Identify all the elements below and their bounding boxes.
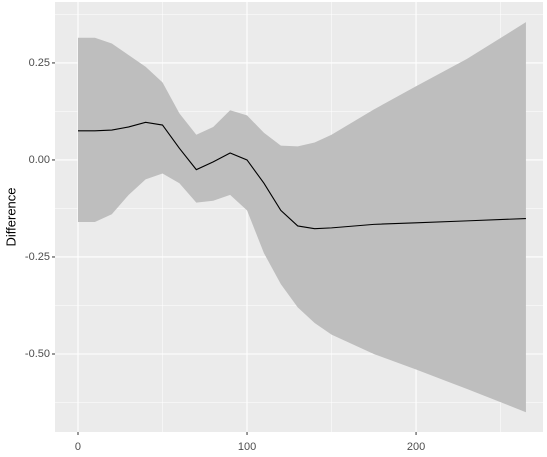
y-axis-label: Difference [3, 187, 18, 246]
y-tick-label: -0.25 [25, 251, 50, 263]
y-tick-label: 0.00 [29, 154, 50, 166]
y-tick-label: 0.25 [29, 57, 50, 69]
fit-line [77, 121, 526, 230]
y-tick-label: -0.50 [25, 348, 50, 360]
confidence-band [77, 22, 526, 413]
x-tick-label: 100 [238, 441, 256, 453]
x-tick-label: 0 [75, 441, 81, 453]
x-tick-label: 200 [407, 441, 425, 453]
